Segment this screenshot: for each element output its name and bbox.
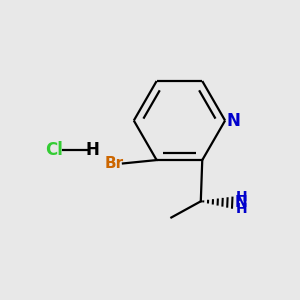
- Text: N: N: [226, 112, 240, 130]
- Text: H: H: [236, 190, 248, 205]
- Text: Br: Br: [105, 156, 124, 171]
- Text: N: N: [234, 195, 247, 210]
- Text: H: H: [85, 141, 100, 159]
- Text: Cl: Cl: [45, 141, 63, 159]
- Text: H: H: [236, 202, 248, 216]
